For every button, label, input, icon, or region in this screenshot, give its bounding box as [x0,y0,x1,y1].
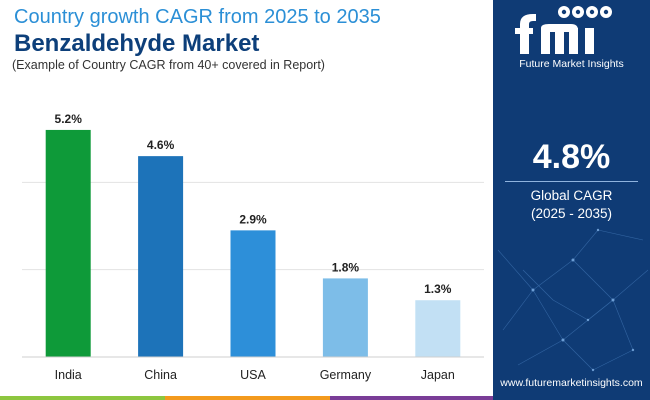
category-label-japan: Japan [421,368,455,382]
value-label-china: 4.6% [147,138,175,152]
category-label-china: China [144,368,177,382]
network-decoration [497,228,649,372]
stat-divider [505,181,638,182]
global-cagr-label: Global CAGR [530,188,613,203]
category-label-germany: Germany [320,368,372,382]
value-label-usa: 2.9% [239,212,267,226]
fmi-logo-icon [515,6,612,54]
bar-germany [322,278,368,357]
footer-stripe-orange [165,396,330,400]
bar-chart: 5.2% India 4.6% China 2.9% USA 1.8% Germany 1.3%… [22,112,484,382]
bar-japan [415,300,461,357]
footer-stripe-purple [330,396,493,400]
global-cagr-period: (2025 - 2035) [530,206,613,221]
chart-title: Country growth CAGR from 2025 to 2035 [14,6,381,28]
category-label-india: India [55,368,82,382]
bar-usa [230,230,276,357]
value-label-india: 5.2% [55,112,83,126]
logo-wordmark: Future Market Insights [519,58,624,70]
value-label-japan: 1.3% [424,282,452,296]
website-link[interactable]: www.futuremarketinsights.com [500,377,643,389]
footer-stripe-green [0,396,165,400]
market-name: Benzaldehyde Market [14,30,260,57]
value-label-germany: 1.8% [332,260,360,274]
bar-china [138,156,184,357]
sidebar-panel: Future Market Insights 4.8% Global CAGR … [493,0,650,400]
chart-subtitle: (Example of Country CAGR from 40+ covere… [12,58,325,72]
category-label-usa: USA [240,368,266,382]
bar-india [45,129,91,357]
global-cagr-value: 4.8% [532,138,611,176]
